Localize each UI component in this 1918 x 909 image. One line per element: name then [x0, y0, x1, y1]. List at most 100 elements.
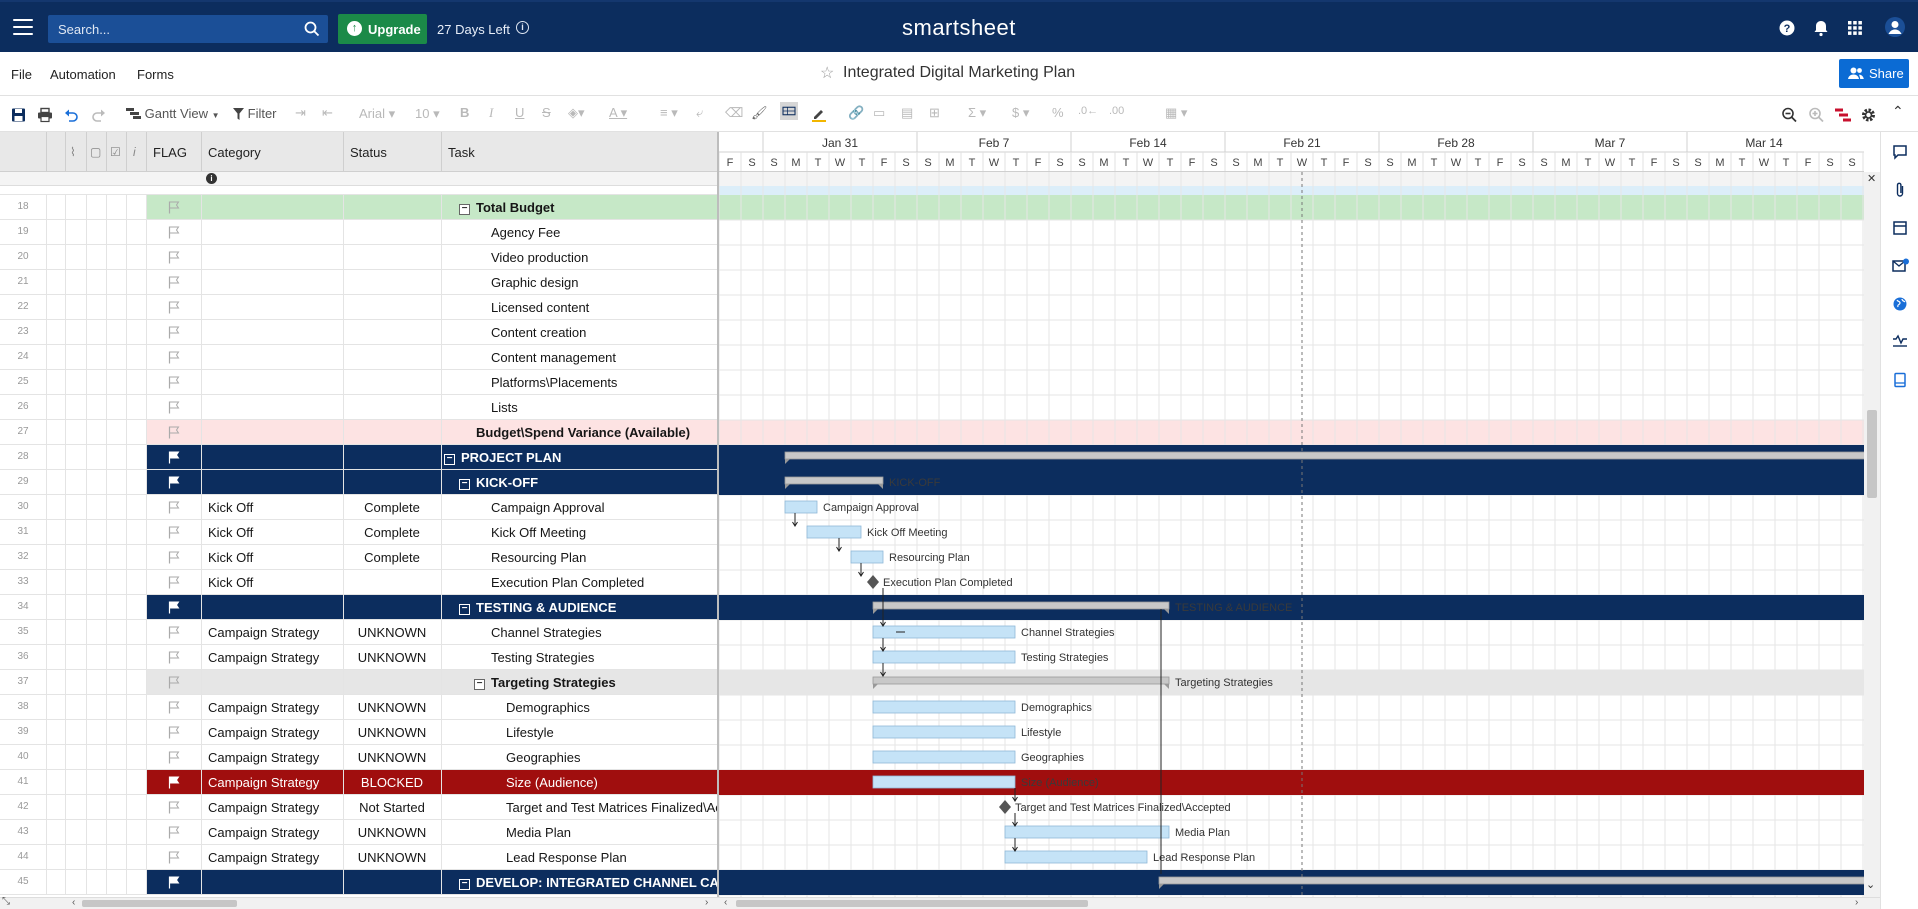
- attachments-icon[interactable]: [1893, 182, 1907, 198]
- row-number-cell[interactable]: [0, 395, 146, 419]
- table-row[interactable]: 19 Agency Fee: [0, 220, 717, 245]
- outdent-icon[interactable]: ⇤: [322, 105, 333, 120]
- attachments-column-icon[interactable]: ⌇: [70, 145, 76, 159]
- flag-icon[interactable]: [168, 301, 180, 314]
- row-number-cell[interactable]: [0, 545, 146, 569]
- column-header-category[interactable]: Category: [208, 145, 261, 160]
- scroll-down-icon[interactable]: ⌄: [1866, 879, 1876, 891]
- table-row[interactable]: 29 − KICK-OFF: [0, 470, 717, 495]
- status-cell[interactable]: Not Started: [359, 800, 425, 815]
- flag-icon[interactable]: [168, 726, 180, 739]
- flag-icon[interactable]: [168, 426, 180, 439]
- redo-icon[interactable]: [92, 106, 106, 124]
- print-icon[interactable]: [37, 106, 53, 124]
- task-cell[interactable]: Budget\Spend Variance (Available): [476, 425, 717, 440]
- vertical-scrollbar[interactable]: ✕ ⌄: [1864, 172, 1880, 897]
- category-cell[interactable]: Campaign Strategy: [208, 775, 320, 790]
- status-cell[interactable]: UNKNOWN: [357, 700, 427, 715]
- table-row[interactable]: 23 Content creation: [0, 320, 717, 345]
- table-row[interactable]: 20 Video production: [0, 245, 717, 270]
- table-row[interactable]: 31 Kick Off Complete Kick Off Meeting: [0, 520, 717, 545]
- indent-icon[interactable]: ⇥: [295, 105, 306, 120]
- save-icon[interactable]: [11, 106, 26, 124]
- flag-icon[interactable]: [168, 701, 180, 714]
- table-row[interactable]: 38 Campaign Strategy UNKNOWN Demographics: [0, 695, 717, 720]
- summary-icon[interactable]: [1892, 372, 1908, 388]
- gantt-view-dropdown[interactable]: Gantt View ▼: [126, 106, 220, 124]
- row-number-cell[interactable]: [0, 195, 146, 219]
- table-row[interactable]: 39 Campaign Strategy UNKNOWN Lifestyle: [0, 720, 717, 745]
- menu-file[interactable]: File: [11, 67, 32, 82]
- task-cell[interactable]: Media Plan: [506, 825, 717, 840]
- flag-icon[interactable]: [168, 676, 180, 689]
- update-requests-icon[interactable]: [1892, 258, 1910, 274]
- task-cell[interactable]: Lead Response Plan: [506, 850, 717, 865]
- category-cell[interactable]: Campaign Strategy: [208, 825, 320, 840]
- link-icon[interactable]: 🔗: [848, 105, 865, 120]
- collapse-toolbar-icon[interactable]: ⌃: [1892, 103, 1904, 119]
- flag-icon[interactable]: [168, 601, 180, 614]
- proofs-column-icon[interactable]: ☑: [110, 145, 121, 159]
- proofs-icon[interactable]: [1892, 220, 1908, 236]
- close-gantt-icon[interactable]: ✕: [1867, 173, 1877, 185]
- conversations-icon[interactable]: [1892, 144, 1908, 160]
- task-cell[interactable]: Demographics: [506, 700, 717, 715]
- collapse-toggle-icon[interactable]: −: [459, 879, 470, 890]
- row-number-cell[interactable]: [0, 370, 146, 394]
- comments-column-icon[interactable]: ▢: [90, 145, 102, 159]
- share-button[interactable]: Share: [1839, 59, 1909, 88]
- zoom-out-icon[interactable]: [1782, 106, 1797, 124]
- expand-icon[interactable]: ⤡: [2, 896, 10, 907]
- collapse-toggle-icon[interactable]: −: [474, 679, 485, 690]
- status-cell[interactable]: Complete: [364, 525, 420, 540]
- user-avatar-icon[interactable]: [1884, 16, 1906, 38]
- collapse-toggle-icon[interactable]: −: [459, 604, 470, 615]
- row-number-cell[interactable]: [0, 770, 146, 794]
- status-cell[interactable]: UNKNOWN: [357, 625, 427, 640]
- task-cell[interactable]: − Total Budget: [459, 200, 717, 215]
- category-cell[interactable]: Campaign Strategy: [208, 700, 320, 715]
- row-number-cell[interactable]: [0, 445, 146, 469]
- task-cell[interactable]: Agency Fee: [491, 225, 717, 240]
- category-cell[interactable]: Kick Off: [208, 550, 254, 565]
- column-header-flag[interactable]: FLAG: [153, 145, 187, 160]
- row-number-cell[interactable]: [0, 845, 146, 869]
- decimal-decrease-icon[interactable]: .0←: [1078, 105, 1099, 117]
- table-row[interactable]: 24 Content management: [0, 345, 717, 370]
- task-cell[interactable]: Graphic design: [491, 275, 717, 290]
- row-number-cell[interactable]: [0, 645, 146, 669]
- category-cell[interactable]: Campaign Strategy: [208, 625, 320, 640]
- table-row[interactable]: 25 Platforms\Placements: [0, 370, 717, 395]
- status-cell[interactable]: Complete: [364, 550, 420, 565]
- task-cell[interactable]: − PROJECT PLAN: [444, 450, 717, 465]
- row-number-cell[interactable]: [0, 795, 146, 819]
- table-row[interactable]: 43 Campaign Strategy UNKNOWN Media Plan: [0, 820, 717, 845]
- category-cell[interactable]: Kick Off: [208, 525, 254, 540]
- filter-button[interactable]: Filter: [233, 106, 277, 124]
- row-number-cell[interactable]: [0, 245, 146, 269]
- category-cell[interactable]: Campaign Strategy: [208, 800, 320, 815]
- row-number-cell[interactable]: [0, 495, 146, 519]
- favorite-star-icon[interactable]: ☆: [820, 65, 835, 82]
- horizontal-scrollbar[interactable]: ⤡ ‹ › ‹ ›: [0, 896, 1880, 909]
- fill-color-icon[interactable]: ◈▾: [568, 105, 585, 120]
- category-cell[interactable]: Kick Off: [208, 575, 254, 590]
- menu-forms[interactable]: Forms: [137, 67, 174, 82]
- flag-icon[interactable]: [168, 526, 180, 539]
- task-cell[interactable]: − TESTING & AUDIENCE: [459, 600, 717, 615]
- row-number-cell[interactable]: [0, 220, 146, 244]
- row-number-cell[interactable]: [0, 270, 146, 294]
- table-row[interactable]: 26 Lists: [0, 395, 717, 420]
- flag-icon[interactable]: [168, 626, 180, 639]
- decimal-increase-icon[interactable]: .00: [1109, 105, 1125, 117]
- flag-icon[interactable]: [168, 351, 180, 364]
- flag-icon[interactable]: [168, 801, 180, 814]
- gantt-hscroll-thumb[interactable]: [736, 900, 1088, 907]
- row-number-cell[interactable]: [0, 620, 146, 644]
- flag-icon[interactable]: [168, 251, 180, 264]
- flag-icon[interactable]: [168, 326, 180, 339]
- row-number-cell[interactable]: [0, 420, 146, 444]
- settings-gear-icon[interactable]: [1861, 106, 1876, 124]
- flag-icon[interactable]: [168, 401, 180, 414]
- task-cell[interactable]: Kick Off Meeting: [491, 525, 717, 540]
